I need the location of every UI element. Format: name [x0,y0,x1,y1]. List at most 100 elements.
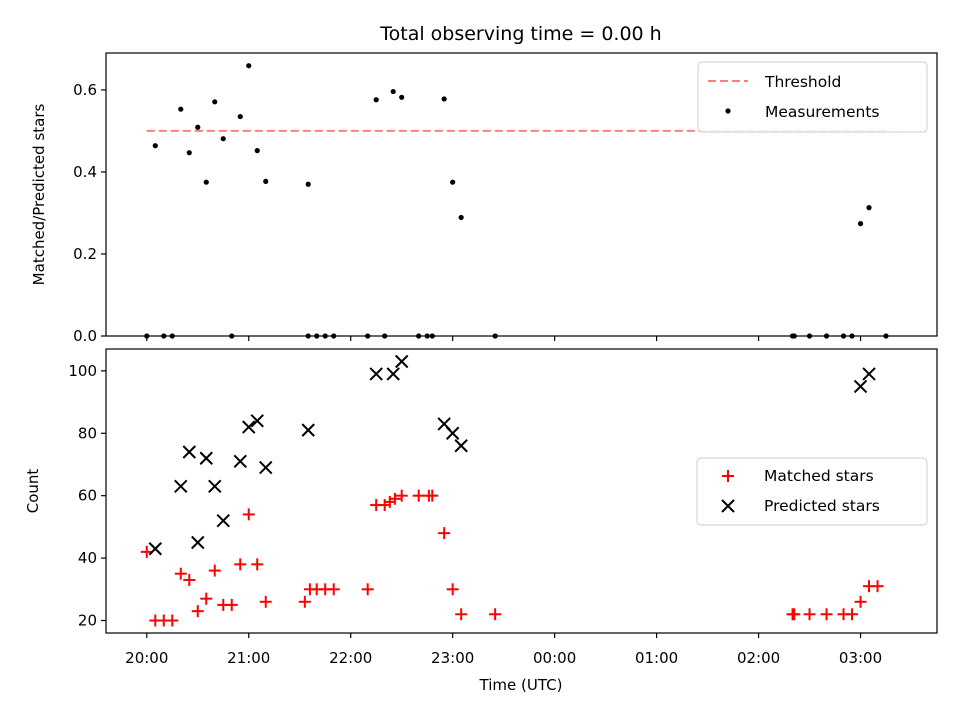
predicted-star-point [199,451,213,465]
measurement-point [186,150,192,156]
measurement-point [857,221,864,227]
measurement-point [254,148,260,154]
predicted-star-point [862,367,876,381]
predicted-star-point [242,420,256,434]
bottom-y-tick-label: 60 [78,487,97,505]
measurement-point [458,214,464,221]
matched-star-point [803,608,816,621]
top-y-tick-label: 0.4 [73,163,97,181]
bottom-x-tick-label: 00:00 [533,649,576,667]
matched-star-point [200,592,213,605]
bottom-legend-box [696,457,928,526]
measurement-point [220,136,226,142]
matched-star-point [489,608,502,621]
measurement-point [866,205,872,211]
predicted-star-point [853,379,868,394]
bottom-x-tick-label: 22:00 [329,649,372,667]
legend-measurements-label: Measurements [765,103,880,121]
legend-predicted-swatch [721,499,735,513]
top-y-tick-label: 0.0 [73,327,97,345]
top-y-tick-label: 0.6 [73,81,97,99]
bottom-x-tick-label: 21:00 [227,649,270,667]
legend-predicted-label: Predicted stars [764,497,880,515]
legend-matched-swatch [722,470,734,482]
matched-star-point [395,489,408,502]
measurement-point [305,181,311,187]
matched-star-point [820,608,833,621]
top-axes: 0.0 0.2 0.4 0.6 [73,81,862,345]
measurement-point [399,94,405,100]
matched-star-point [259,595,272,608]
predicted-star-point [259,460,273,475]
predicted-star-point [174,479,188,494]
measurement-point [390,88,396,95]
bottom-plot-frame [105,348,938,634]
top-panel: Total observing time = 0.00 h 0.00.20.40… [30,23,938,345]
predicted-star-point [191,535,205,550]
matched-star-point [242,508,255,521]
measurement-point [237,113,243,120]
matched-star-point [455,608,468,621]
matched-star-point [412,489,425,502]
matched-star-point [871,580,884,593]
matched-star-point [846,608,859,621]
bottom-y-tick-label: 100 [68,362,97,380]
bottom-marks [140,354,884,627]
matched-star-point [788,608,801,621]
matched-star-point [426,489,439,502]
bottom-panel: 20 40 60 80 100 20:00 21:00 22:00 23:00 00:00 01:0… [24,348,938,694]
predicted-star-point [386,367,400,381]
predicted-star-point [182,445,196,459]
matched-star-point [298,595,311,608]
predicted-star-point [394,354,409,369]
predicted-star-point [208,479,222,494]
matched-star-point [191,605,204,618]
measurement-point [152,143,158,149]
matched-star-point [438,527,451,540]
bottom-y-tick-label: 20 [78,612,97,630]
matched-star-point [251,558,264,571]
matched-star-point [327,583,340,596]
legend-measurements-swatch [725,108,731,114]
x-axis-label: Time (UTC) [479,676,563,694]
bottom-x-tick-label: 02:00 [737,649,780,667]
bottom-x-tick-label: 03:00 [839,649,882,667]
top-legend: Threshold Measurements [697,61,928,133]
measurement-point [263,178,269,184]
measurement-point [441,96,447,102]
bottom-y-axis-label: Count [24,469,42,514]
measurement-point [373,97,379,103]
matched-star-point [225,598,238,611]
bottom-x-tick-label: 23:00 [431,649,474,667]
predicted-star-point [148,542,162,556]
top-y-tick-label: 0.2 [73,245,97,263]
matched-star-point [208,564,221,577]
bottom-legend: Matched stars Predicted stars [696,457,928,526]
top-legend-box [697,61,928,133]
predicted-star-point [250,414,264,428]
matched-star-point [446,583,459,596]
bottom-y-tick-label: 80 [78,424,97,442]
predicted-star-point [445,426,460,440]
measurement-point [246,63,252,69]
bottom-axes: 20 40 60 80 100 20:00 21:00 22:00 23:00 00:00 01:0… [68,362,882,667]
predicted-star-point [233,454,247,469]
top-plot-frame [105,52,938,337]
bottom-x-tick-label: 20:00 [125,649,168,667]
measurement-point [178,106,184,112]
predicted-star-point [454,439,468,453]
matched-star-point [183,573,196,586]
bottom-x-tick-label: 01:00 [635,649,678,667]
measurement-point [203,179,209,185]
measurement-point [195,124,201,130]
matched-star-point [174,567,187,580]
matched-star-point [388,492,401,505]
predicted-star-point [216,513,230,528]
measurement-point [450,179,456,185]
chart-title: Total observing time = 0.00 h [379,23,661,45]
matched-star-point [854,595,867,608]
matched-star-point [361,583,374,596]
legend-threshold-label: Threshold [764,73,841,91]
bottom-y-tick-label: 40 [78,549,97,567]
